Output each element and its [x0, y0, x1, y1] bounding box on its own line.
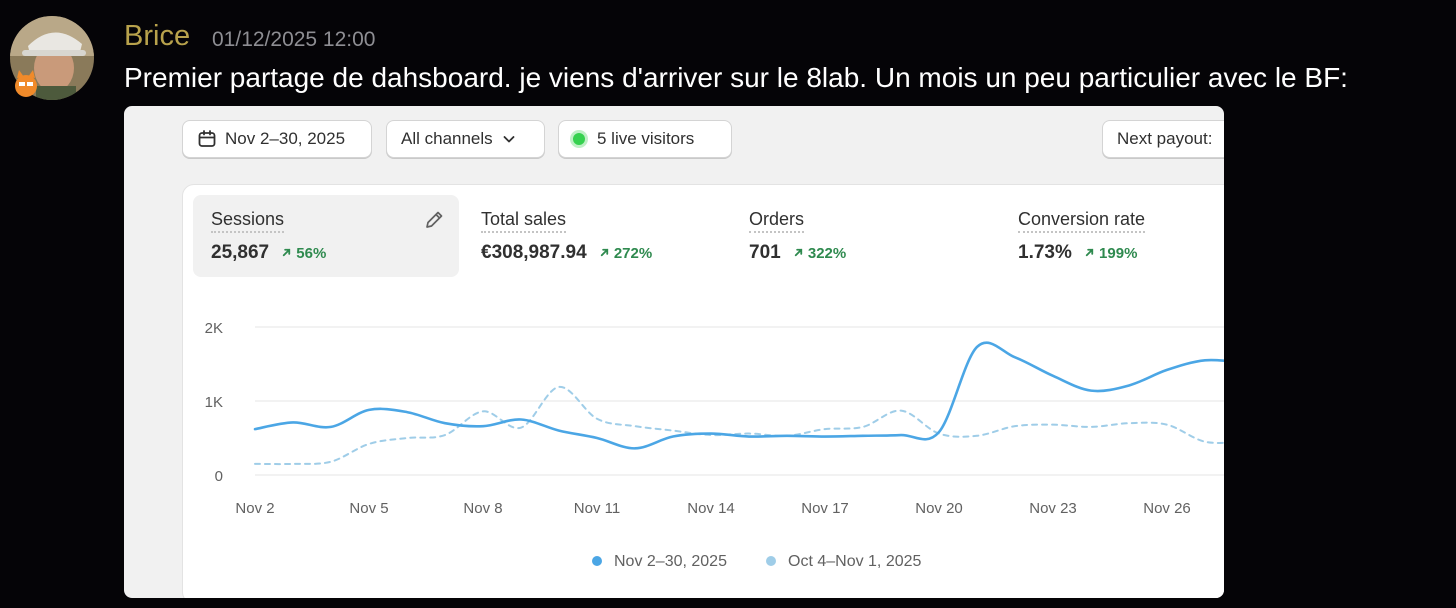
- channel-filter-label: All channels: [401, 129, 493, 148]
- arrow-up-right-icon: [1085, 248, 1094, 257]
- next-payout-label: Next payout:: [1117, 129, 1213, 148]
- series-line-previous: [254, 385, 1224, 466]
- legend-label: Nov 2–30, 2025: [614, 553, 727, 570]
- x-tick-label: Nov 5: [349, 500, 388, 517]
- chevron-down-icon: [503, 136, 515, 143]
- metric-label: Sessions: [211, 209, 285, 233]
- x-tick-label: Nov 14: [687, 500, 735, 517]
- pencil-icon[interactable]: [423, 209, 445, 231]
- metric-change-value: 56%: [296, 245, 327, 262]
- metric-label: Conversion rate: [1018, 209, 1146, 233]
- x-tick-label: Nov 8: [463, 500, 502, 517]
- sessions-line-chart[interactable]: 0 1K 2K Nov 2 Nov 5 Nov 8 Nov 11 Nov 14 Nov 17 No…: [183, 185, 1224, 598]
- live-visitors-button[interactable]: 5 live visitors: [558, 120, 732, 158]
- x-tick-label: Nov 11: [574, 500, 620, 517]
- date-range-button[interactable]: Nov 2–30, 2025: [182, 120, 372, 158]
- metric-change: 56%: [281, 245, 326, 262]
- cat-badge-icon: [15, 70, 37, 97]
- legend-marker: [766, 556, 776, 566]
- analytics-card: Sessions 25,867 56% Total sales €308,987…: [182, 184, 1224, 598]
- metric-label: Orders: [749, 209, 805, 233]
- metric-total-sales[interactable]: Total sales €308,987.94 272%: [463, 195, 729, 277]
- metric-change-value: 272%: [613, 245, 653, 262]
- x-tick-label: Nov 2: [235, 500, 274, 517]
- arrow-up-right-icon: [794, 248, 802, 257]
- calendar-icon: [198, 130, 216, 147]
- metric-value: 1.73%: [1018, 242, 1072, 263]
- user-avatar-image: [10, 16, 94, 100]
- metric-orders[interactable]: Orders 701 322%: [731, 195, 997, 277]
- metric-change-value: 322%: [807, 245, 847, 262]
- metric-value: 25,867: [211, 242, 270, 263]
- message-timestamp: 01/12/2025 12:00: [212, 28, 376, 51]
- y-tick-label: 2K: [205, 320, 223, 337]
- message-text: Premier partage de dahsboard. je viens d…: [124, 62, 1348, 93]
- metric-conversion-rate[interactable]: Conversion rate 1.73% 199%: [1000, 195, 1224, 277]
- live-status-dot-icon: [573, 133, 585, 145]
- legend-marker: [592, 556, 602, 566]
- metric-label: Total sales: [481, 209, 567, 233]
- x-tick-label: Nov 20: [915, 500, 963, 517]
- arrow-up-right-icon: [282, 248, 291, 257]
- y-tick-label: 1K: [205, 394, 223, 411]
- x-tick-label: Nov 23: [1029, 500, 1077, 517]
- live-visitors-label: 5 live visitors: [597, 129, 695, 148]
- message-author[interactable]: Brice: [124, 20, 191, 52]
- date-range-label: Nov 2–30, 2025: [225, 129, 346, 148]
- avatar[interactable]: [10, 16, 94, 100]
- metric-value: €308,987.94: [481, 242, 587, 263]
- metric-change: 272%: [599, 245, 653, 262]
- metric-change: 199%: [1084, 245, 1138, 262]
- legend-label: Oct 4–Nov 1, 2025: [788, 553, 922, 570]
- metric-sessions[interactable]: Sessions 25,867 56%: [193, 195, 459, 277]
- x-tick-label: Nov 17: [801, 500, 849, 517]
- channel-filter-button[interactable]: All channels: [386, 120, 545, 158]
- arrow-up-right-icon: [600, 248, 608, 257]
- series-line-current: [253, 341, 1224, 450]
- dashboard-screenshot[interactable]: Nov 2–30, 2025 All channels 5 live visit…: [124, 106, 1224, 598]
- metric-value: 701: [749, 242, 781, 263]
- metric-change: 322%: [793, 245, 847, 262]
- next-payout-button[interactable]: Next payout:: [1102, 120, 1224, 158]
- y-tick-label: 0: [215, 468, 223, 485]
- metric-change-value: 199%: [1099, 245, 1138, 262]
- x-tick-label: Nov 26: [1143, 500, 1191, 517]
